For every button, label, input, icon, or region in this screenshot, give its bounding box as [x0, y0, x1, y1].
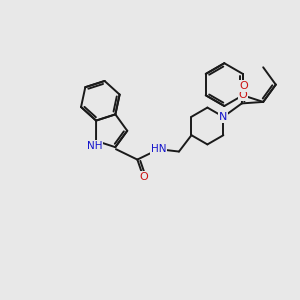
Text: O: O: [139, 172, 148, 182]
Text: O: O: [239, 81, 248, 91]
Text: O: O: [238, 90, 247, 100]
Text: N: N: [219, 112, 228, 122]
Text: NH: NH: [87, 141, 102, 151]
Text: HN: HN: [151, 144, 167, 154]
